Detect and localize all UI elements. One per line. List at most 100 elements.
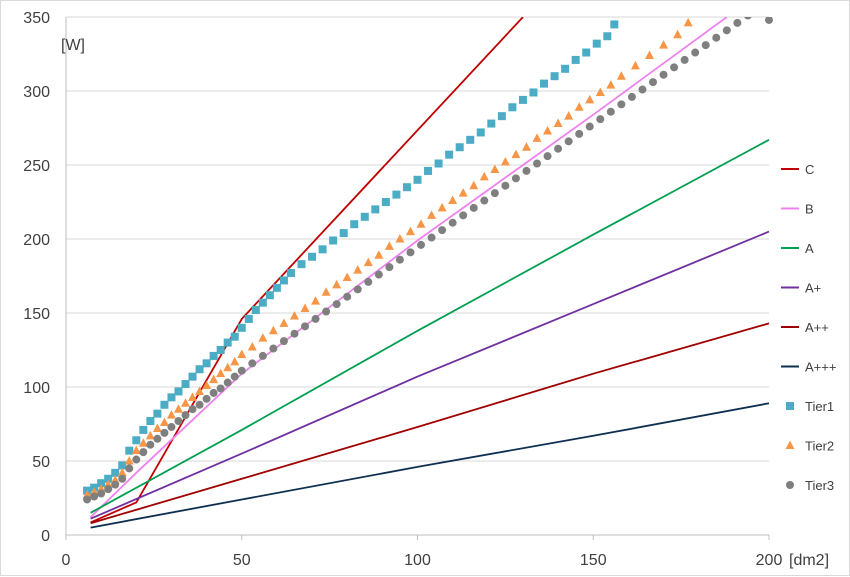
series-point-tier2	[332, 279, 342, 289]
series-point-tier2	[616, 71, 626, 80]
series-point-tier1	[195, 365, 204, 374]
series-point-tier3	[132, 455, 141, 464]
series-point-tier3	[627, 92, 636, 101]
series-point-tier2	[659, 40, 669, 49]
series-point-tier2	[124, 456, 134, 465]
series-point-tier1	[265, 291, 274, 300]
series-point-tier3	[459, 211, 468, 220]
series-point-tier1	[413, 175, 422, 184]
series-point-tier1	[371, 205, 380, 214]
series-point-tier1	[540, 79, 549, 88]
series-point-tier3	[733, 18, 742, 27]
series-point-tier3	[448, 218, 457, 227]
series-point-tier2	[216, 368, 226, 378]
y-tick-label: 100	[23, 380, 50, 397]
series-point-tier1	[118, 461, 127, 470]
series-point-tier3	[374, 270, 383, 279]
series-point-tier3	[385, 263, 394, 272]
series-point-tier3	[125, 464, 134, 473]
series-point-tier3	[311, 314, 320, 323]
series-point-tier1	[97, 479, 106, 488]
x-tick-label: 50	[233, 552, 251, 569]
series-point-tier1	[402, 183, 411, 192]
series-point-tier2	[448, 195, 458, 205]
series-point-tier2	[511, 149, 521, 159]
series-point-tier1	[223, 338, 232, 347]
legend-label-tier3: Tier3	[805, 478, 834, 493]
series-point-tier3	[83, 495, 92, 504]
series-point-tier2	[138, 438, 148, 447]
series-point-tier2	[374, 250, 384, 259]
series-point-tier2	[321, 287, 331, 296]
series-point-tier3	[691, 48, 700, 57]
series-point-tier2	[500, 157, 510, 166]
series-point-tier2	[532, 133, 542, 142]
series-point-tier2	[479, 171, 489, 181]
series-point-tier3	[438, 226, 447, 235]
series-point-tier1	[308, 252, 317, 261]
series-point-tier3	[90, 492, 99, 501]
series-point-tier2	[384, 241, 394, 250]
series-point-tier3	[279, 337, 288, 346]
y-tick-label: 0	[41, 528, 50, 545]
series-point-tier3	[649, 78, 658, 87]
series-point-tier3	[248, 359, 257, 368]
series-point-tier3	[146, 440, 155, 449]
series-point-tier2	[673, 29, 683, 39]
series-point-tier1	[216, 346, 225, 354]
y-tick-label: 200	[23, 232, 50, 249]
plot-area	[82, 17, 773, 529]
series-point-tier1	[329, 236, 338, 245]
series-point-tier2	[237, 349, 247, 358]
series-point-tier2	[521, 142, 531, 151]
series-point-tier1	[518, 95, 527, 104]
series-point-tier2	[181, 398, 191, 407]
series-point-tier3	[188, 405, 197, 414]
series-point-tier1	[571, 55, 580, 64]
series-point-tier2	[311, 296, 321, 305]
series-point-tier1	[350, 220, 359, 229]
series-line-ap	[90, 230, 770, 520]
series-point-tier3	[209, 388, 218, 397]
series-line-b	[89, 17, 728, 518]
series-point-tier3	[522, 166, 531, 175]
series-point-tier1	[603, 32, 612, 41]
series-point-tier3	[490, 189, 499, 198]
series-point-tier1	[529, 88, 538, 97]
series-point-tier2	[195, 386, 205, 395]
series-point-tier3	[104, 485, 113, 494]
series-point-tier3	[606, 107, 615, 116]
series-point-tier2	[209, 374, 219, 384]
y-tick-label: 150	[23, 306, 50, 323]
series-point-tier1	[339, 229, 348, 238]
series-line-appp	[90, 402, 770, 529]
series-point-tier1	[272, 283, 281, 292]
series-point-tier3	[712, 33, 721, 42]
series-point-tier3	[230, 372, 239, 381]
series-point-tier2	[188, 392, 198, 401]
series-point-tier2	[564, 111, 574, 120]
legend-label-app: A++	[805, 320, 829, 335]
series-point-tier3	[216, 384, 225, 393]
series-point-tier2	[469, 180, 479, 190]
series-point-tier3	[195, 400, 204, 409]
series-point-tier1	[381, 198, 390, 206]
series-point-tier3	[701, 41, 710, 50]
legend-label-tier2: Tier2	[805, 439, 834, 454]
series-point-tier2	[289, 310, 299, 320]
series-point-tier2	[353, 265, 363, 274]
y-axis-label: [W]	[61, 37, 85, 54]
series-point-tier1	[237, 323, 246, 332]
series-point-tier1	[188, 372, 197, 381]
series-point-tier2	[458, 188, 468, 197]
series-point-tier3	[111, 480, 120, 489]
series-point-tier2	[490, 164, 500, 173]
series-line-app	[90, 322, 770, 525]
series-point-tier1	[153, 409, 162, 418]
series-point-tier3	[543, 152, 552, 161]
series-point-tier3	[511, 174, 520, 183]
series-point-tier1	[209, 351, 218, 360]
series-point-tier2	[131, 445, 141, 455]
series-point-tier3	[167, 422, 176, 431]
